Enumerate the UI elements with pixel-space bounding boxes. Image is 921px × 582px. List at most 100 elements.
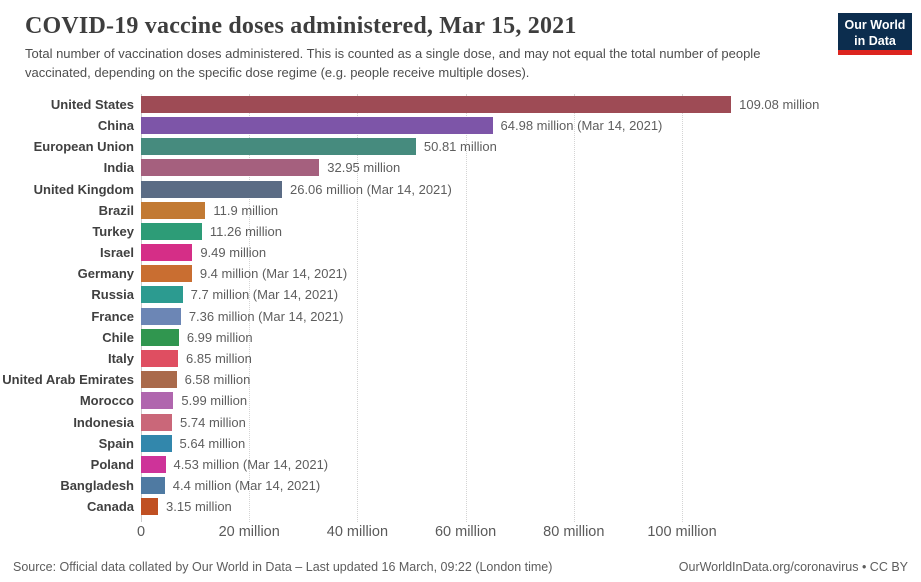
bar bbox=[141, 350, 179, 368]
bar-row: Italy 6.85 million bbox=[0, 348, 921, 369]
value-label: 6.58 million bbox=[184, 372, 251, 388]
value-label: 3.15 million bbox=[166, 499, 232, 515]
value-label: 50.81 million bbox=[423, 139, 497, 155]
country-label: Turkey bbox=[92, 223, 134, 239]
bar-row: Russia 7.7 million (Mar 14, 2021) bbox=[0, 284, 921, 305]
bar-area: 7.36 million (Mar 14, 2021) bbox=[141, 307, 921, 325]
chart-subtitle: Total number of vaccination doses admini… bbox=[25, 46, 761, 80]
x-tick-label: 20 million bbox=[218, 524, 280, 541]
country-label: Morocco bbox=[79, 393, 134, 409]
value-label: 7.7 million (Mar 14, 2021) bbox=[190, 287, 339, 303]
bar bbox=[141, 116, 493, 134]
bar-row: India 32.95 million bbox=[0, 157, 921, 178]
bar-row: United Kingdom 26.06 million (Mar 14, 20… bbox=[0, 178, 921, 199]
country-label: Indonesia bbox=[73, 414, 134, 430]
bar-area: 7.7 million (Mar 14, 2021) bbox=[141, 286, 921, 304]
bar-area: 64.98 million (Mar 14, 2021) bbox=[141, 116, 921, 134]
country-label: Brazil bbox=[98, 202, 134, 218]
owid-logo-line1: Our World bbox=[844, 18, 906, 33]
bar bbox=[141, 392, 174, 410]
bar-area: 50.81 million bbox=[141, 138, 921, 156]
x-tick-label: 40 million bbox=[326, 524, 389, 541]
x-tick-label: 80 million bbox=[543, 524, 605, 541]
bar-area: 5.74 million bbox=[141, 413, 921, 431]
page-title: COVID-19 vaccine doses administered, Mar… bbox=[25, 13, 577, 39]
bar bbox=[141, 371, 177, 389]
owid-logo-accent-bar bbox=[838, 50, 912, 55]
country-label: Bangladesh bbox=[60, 478, 134, 494]
country-label: United States bbox=[50, 96, 134, 112]
bar-row: Canada 3.15 million bbox=[0, 496, 921, 517]
bar-row: Spain 5.64 million bbox=[0, 433, 921, 454]
country-label: Italy bbox=[107, 351, 134, 367]
bar-area: 6.85 million bbox=[141, 350, 921, 368]
bar-area: 11.9 million bbox=[141, 201, 921, 219]
bar bbox=[141, 265, 192, 283]
value-label: 26.06 million (Mar 14, 2021) bbox=[289, 181, 452, 197]
bar bbox=[141, 498, 159, 516]
bar-area: 4.4 million (Mar 14, 2021) bbox=[141, 477, 921, 495]
bar-row: Morocco 5.99 million bbox=[0, 390, 921, 411]
bar-area: 5.99 million bbox=[141, 392, 921, 410]
bar bbox=[141, 434, 172, 452]
bar-row: European Union 50.81 million bbox=[0, 136, 921, 157]
bar bbox=[141, 159, 320, 177]
bar-row: Brazil 11.9 million bbox=[0, 200, 921, 221]
x-tick-label: 0 bbox=[136, 524, 146, 541]
bar-chart: United States 109.08 million China 64.98… bbox=[0, 93, 921, 548]
value-label: 11.26 million bbox=[209, 223, 282, 239]
bar-row: United States 109.08 million bbox=[0, 94, 921, 115]
bar-area: 32.95 million bbox=[141, 159, 921, 177]
bar bbox=[141, 180, 282, 198]
bar-area: 6.99 million bbox=[141, 328, 921, 346]
value-label: 64.98 million (Mar 14, 2021) bbox=[500, 117, 663, 133]
bar-area: 9.4 million (Mar 14, 2021) bbox=[141, 265, 921, 283]
value-label: 9.4 million (Mar 14, 2021) bbox=[199, 266, 348, 282]
bar bbox=[141, 244, 193, 262]
bar-rows: United States 109.08 million China 64.98… bbox=[0, 94, 921, 518]
country-label: China bbox=[97, 117, 134, 133]
owid-link[interactable]: OurWorldInData.org/coronavirus • CC BY bbox=[678, 560, 908, 574]
bar-area: 9.49 million bbox=[141, 244, 921, 262]
value-label: 6.85 million bbox=[186, 351, 252, 367]
country-label: France bbox=[91, 308, 134, 324]
country-label: Russia bbox=[91, 287, 134, 303]
bar-row: Poland 4.53 million (Mar 14, 2021) bbox=[0, 454, 921, 475]
x-axis: 0 20 million 40 million 60 million 80 millio… bbox=[0, 517, 921, 547]
country-label: United Kingdom bbox=[33, 181, 134, 197]
bar-row: Indonesia 5.74 million bbox=[0, 412, 921, 433]
owid-logo-line2: in Data bbox=[854, 34, 896, 48]
x-tick-label: 100 million bbox=[647, 524, 717, 541]
bar-area: 109.08 million bbox=[141, 95, 921, 113]
chart-footer: Source: Official data collated by Our Wo… bbox=[0, 560, 921, 574]
value-label: 4.4 million (Mar 14, 2021) bbox=[172, 478, 321, 494]
country-label: Poland bbox=[90, 456, 134, 472]
bar bbox=[141, 95, 732, 113]
bar-row: Turkey 11.26 million bbox=[0, 221, 921, 242]
value-label: 6.99 million bbox=[186, 329, 253, 345]
bar-row: France 7.36 million (Mar 14, 2021) bbox=[0, 306, 921, 327]
bar-area: 6.58 million bbox=[141, 371, 921, 389]
bar-area: 5.64 million bbox=[141, 434, 921, 452]
x-tick-label: 60 million bbox=[434, 524, 497, 541]
source-note: Source: Official data collated by Our Wo… bbox=[13, 560, 553, 574]
bar-area: 26.06 million (Mar 14, 2021) bbox=[141, 180, 921, 198]
bar-row: Israel 9.49 million bbox=[0, 242, 921, 263]
value-label: 4.53 million (Mar 14, 2021) bbox=[173, 456, 329, 472]
bar bbox=[141, 222, 202, 240]
country-label: United Arab Emirates bbox=[2, 372, 134, 388]
country-label: European Union bbox=[33, 139, 134, 155]
owid-logo: Our World in Data bbox=[838, 13, 912, 55]
bar bbox=[141, 138, 416, 156]
country-label: Germany bbox=[77, 266, 134, 282]
value-label: 5.64 million bbox=[179, 435, 246, 451]
chart-header: COVID-19 vaccine doses administered, Mar… bbox=[0, 0, 921, 83]
bar bbox=[141, 286, 183, 304]
bar-row: United Arab Emirates 6.58 million bbox=[0, 369, 921, 390]
country-label: India bbox=[103, 160, 134, 176]
bar-area: 11.26 million bbox=[141, 222, 921, 240]
value-label: 5.99 million bbox=[181, 393, 248, 409]
country-label: Spain bbox=[98, 435, 134, 451]
value-label: 5.74 million bbox=[180, 414, 246, 430]
